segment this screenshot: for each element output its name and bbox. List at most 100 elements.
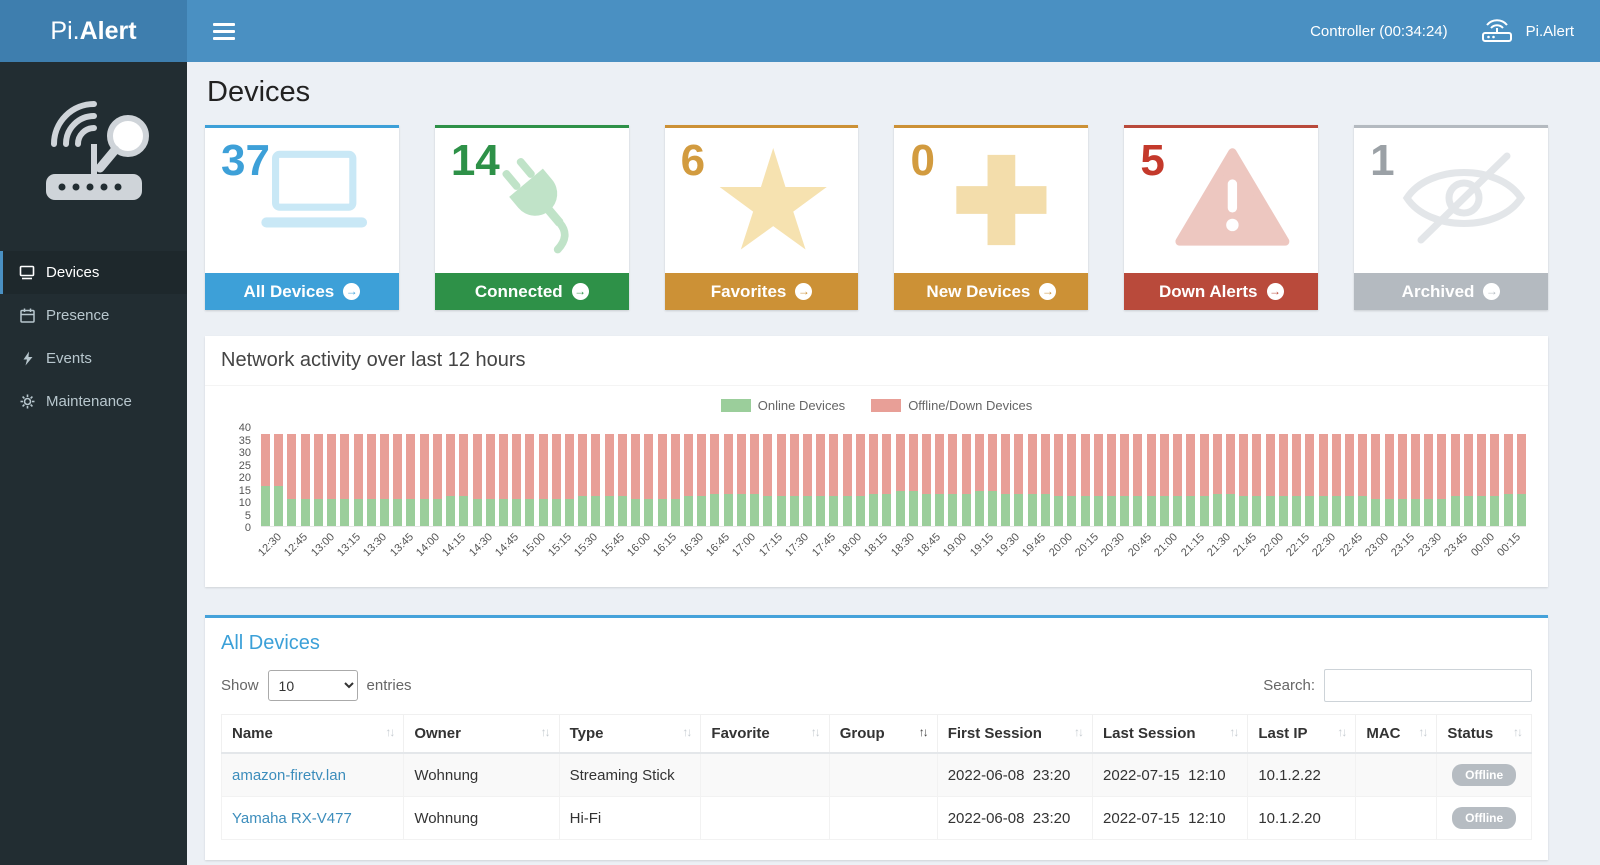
- x-tick-label: 19:30: [994, 531, 1023, 559]
- sidebar-item-maintenance[interactable]: Maintenance: [0, 380, 187, 423]
- first-session-cell: 2022-06-08 23:20: [936, 796, 1094, 840]
- top-bar-right: Controller (00:34:24) Pi.Alert: [1310, 18, 1574, 44]
- app-logo[interactable]: Pi. Alert: [0, 0, 187, 62]
- controller-status[interactable]: Controller (00:34:24): [1310, 22, 1448, 40]
- chart-bar: [565, 433, 575, 526]
- sidebar-item-presence[interactable]: Presence: [0, 294, 187, 337]
- column-header-mac[interactable]: MAC ↑↓: [1355, 714, 1438, 754]
- chart-bar: [1411, 433, 1421, 526]
- x-tick-label: 21:00: [1152, 531, 1181, 559]
- chart-bar: [1067, 433, 1077, 526]
- sort-icon: ↑↓: [1337, 725, 1347, 739]
- x-tick-label: 19:15: [967, 531, 996, 559]
- chart-bar: [763, 433, 773, 526]
- x-tick-label: 18:45: [915, 531, 943, 559]
- chart-bar: [591, 433, 601, 526]
- chart-bar: [1054, 433, 1064, 526]
- card-link-down-alerts[interactable]: Down Alerts →: [1124, 273, 1319, 310]
- chart-bar: [604, 433, 614, 526]
- all-devices-panel: All Devices Show 10 entries Search:: [205, 615, 1548, 860]
- chart-bar: [340, 433, 350, 526]
- sort-icon: ↑↓: [918, 725, 929, 739]
- sidebar: Devices Presence Events Maintenance: [0, 62, 187, 865]
- x-tick-label: 18:15: [862, 531, 891, 559]
- sidebar-item-devices[interactable]: Devices: [0, 251, 187, 294]
- x-tick-label: 23:15: [1389, 531, 1418, 559]
- sort-icon: ↑↓: [1074, 725, 1084, 739]
- group-cell: [828, 796, 938, 840]
- sidebar-item-label: Devices: [46, 264, 100, 281]
- card-all-devices: 37 All Devices →: [205, 125, 399, 310]
- x-tick-label: 22:00: [1257, 531, 1286, 559]
- chart-bar: [287, 433, 297, 526]
- chart-bar: [538, 433, 548, 526]
- card-link-all-devices[interactable]: All Devices →: [205, 273, 399, 310]
- x-tick-label: 13:45: [387, 531, 416, 559]
- table-row: amazon-firetv.lan Wohnung Streaming Stic…: [220, 752, 1532, 797]
- arrow-circle-right-icon: →: [343, 283, 361, 300]
- chart-legend: Online Devices Offline/Down Devices: [223, 398, 1530, 413]
- favorite-cell: [700, 752, 830, 797]
- chart-bar: [935, 433, 945, 526]
- sort-icon: ↑↓: [1418, 725, 1428, 739]
- card-link-archived[interactable]: Archived →: [1354, 273, 1548, 310]
- device-link[interactable]: amazon-firetv.lan: [232, 766, 346, 784]
- chart-bar: [327, 433, 337, 526]
- chart-bar: [261, 433, 270, 526]
- chart-bar: [459, 433, 469, 526]
- card-archived: 1 Archived →: [1354, 125, 1548, 310]
- chart-bar: [776, 433, 786, 526]
- device-link[interactable]: Yamaha RX-V477: [232, 809, 352, 827]
- entries-label: entries: [366, 677, 412, 694]
- column-header-first-session[interactable]: First Session ↑↓: [936, 714, 1094, 754]
- card-link-new-devices[interactable]: New Devices →: [894, 273, 1089, 310]
- first-session-cell: 2022-06-08 23:20: [936, 752, 1094, 797]
- chart-bar: [1146, 433, 1156, 526]
- chart-bar: [379, 433, 389, 526]
- chart-bar: [1331, 433, 1341, 526]
- logo-prefix: Pi.: [50, 16, 80, 45]
- chart-bar: [419, 433, 429, 526]
- table-title: All Devices: [221, 632, 320, 654]
- hamburger-menu-icon[interactable]: [213, 19, 235, 44]
- x-tick-label: 23:30: [1415, 531, 1444, 559]
- chart-bar: [1027, 433, 1037, 526]
- x-tick-label: 23:00: [1363, 531, 1392, 559]
- table-header-row: Name ↑↓ Owner ↑↓ Type ↑↓ Favorite ↑↓ Group ↑↓…: [220, 714, 1532, 754]
- page-length-select[interactable]: 10: [267, 670, 358, 701]
- column-header-type[interactable]: Type ↑↓: [558, 714, 702, 754]
- chart-bar: [366, 433, 376, 526]
- legend-online: Online Devices: [720, 398, 845, 413]
- owner-cell: Wohnung: [403, 752, 560, 797]
- card-link-connected[interactable]: Connected →: [434, 273, 629, 310]
- chart-bar: [1120, 433, 1130, 526]
- chart-bar: [697, 433, 707, 526]
- plus-icon: [950, 148, 1054, 257]
- column-header-favorite[interactable]: Favorite ↑↓: [700, 714, 830, 754]
- column-header-last-ip[interactable]: Last IP ↑↓: [1247, 714, 1357, 754]
- search-input[interactable]: [1324, 669, 1532, 702]
- sort-icon: ↑↓: [810, 725, 821, 739]
- y-tick-label: 10: [238, 497, 251, 509]
- eye-slash-icon: [1399, 148, 1529, 253]
- x-tick-label: 19:00: [941, 531, 970, 559]
- card-link-favorites[interactable]: Favorites →: [664, 273, 859, 310]
- status-badge: Offline: [1452, 807, 1517, 829]
- chart-title: Network activity over last 12 hours: [205, 336, 1548, 386]
- column-header-name[interactable]: Name ↑↓: [220, 714, 405, 754]
- page-title: Devices: [207, 76, 311, 108]
- sort-icon: ↑↓: [540, 725, 551, 739]
- chart-bar: [406, 433, 416, 526]
- sidebar-item-events[interactable]: Events: [0, 337, 187, 380]
- card-value: 37: [221, 136, 270, 185]
- column-header-owner[interactable]: Owner ↑↓: [403, 714, 560, 754]
- x-tick-label: 20:30: [1099, 531, 1128, 559]
- last-ip-cell: 10.1.2.22: [1247, 752, 1357, 797]
- column-header-group[interactable]: Group ↑↓: [828, 714, 938, 754]
- column-header-last-session[interactable]: Last Session ↑↓: [1092, 714, 1249, 754]
- owner-cell: Wohnung: [403, 796, 560, 840]
- chart-bar: [1265, 433, 1275, 526]
- column-header-status[interactable]: Status ↑↓: [1436, 714, 1532, 754]
- online-swatch-icon: [720, 399, 751, 412]
- table-controls: Show 10 entries Search:: [205, 659, 1548, 714]
